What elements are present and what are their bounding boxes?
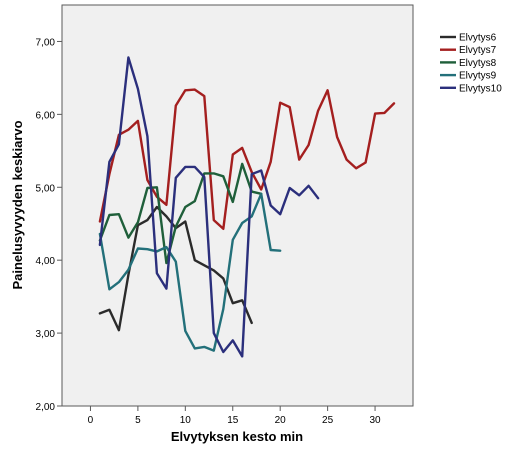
series-lines: [98, 56, 396, 358]
legend-label-elvytys9: Elvytys9: [459, 71, 497, 82]
x-tick-label: 10: [180, 415, 192, 426]
x-tick-label: 30: [369, 415, 381, 426]
plot-area: [61, 4, 414, 407]
series-line-elvytys10: [98, 56, 320, 358]
series-line-elvytys7: [98, 88, 396, 231]
legend-label-elvytys10: Elvytys10: [459, 83, 502, 94]
x-tick-label: 15: [227, 415, 239, 426]
y-tick-label: 5,00: [36, 183, 56, 194]
y-tick-label: 7,00: [36, 37, 56, 48]
legend-label-elvytys7: Elvytys7: [459, 45, 497, 56]
x-tick-label: 25: [322, 415, 334, 426]
legend-label-elvytys8: Elvytys8: [459, 58, 497, 69]
axes: 2,00 3,00 4,00 5,00 6,00 7,00 0 5 10 15 20 25 30: [36, 37, 382, 426]
x-tick-label: 5: [135, 415, 141, 426]
y-tick-label: 3,00: [36, 329, 56, 340]
x-axis-title: Elvytyksen kesto min: [171, 429, 303, 444]
y-tick-label: 6,00: [36, 110, 56, 121]
y-tick-label: 2,00: [36, 402, 56, 413]
x-tick-label: 0: [88, 415, 94, 426]
legend-label-elvytys6: Elvytys6: [459, 33, 497, 44]
x-tick-label: 20: [275, 415, 287, 426]
series-line-elvytys8: [98, 162, 263, 265]
y-tick-label: 4,00: [36, 256, 56, 267]
y-axis-title: Painelusyvyyden keskiarvo: [10, 120, 25, 289]
